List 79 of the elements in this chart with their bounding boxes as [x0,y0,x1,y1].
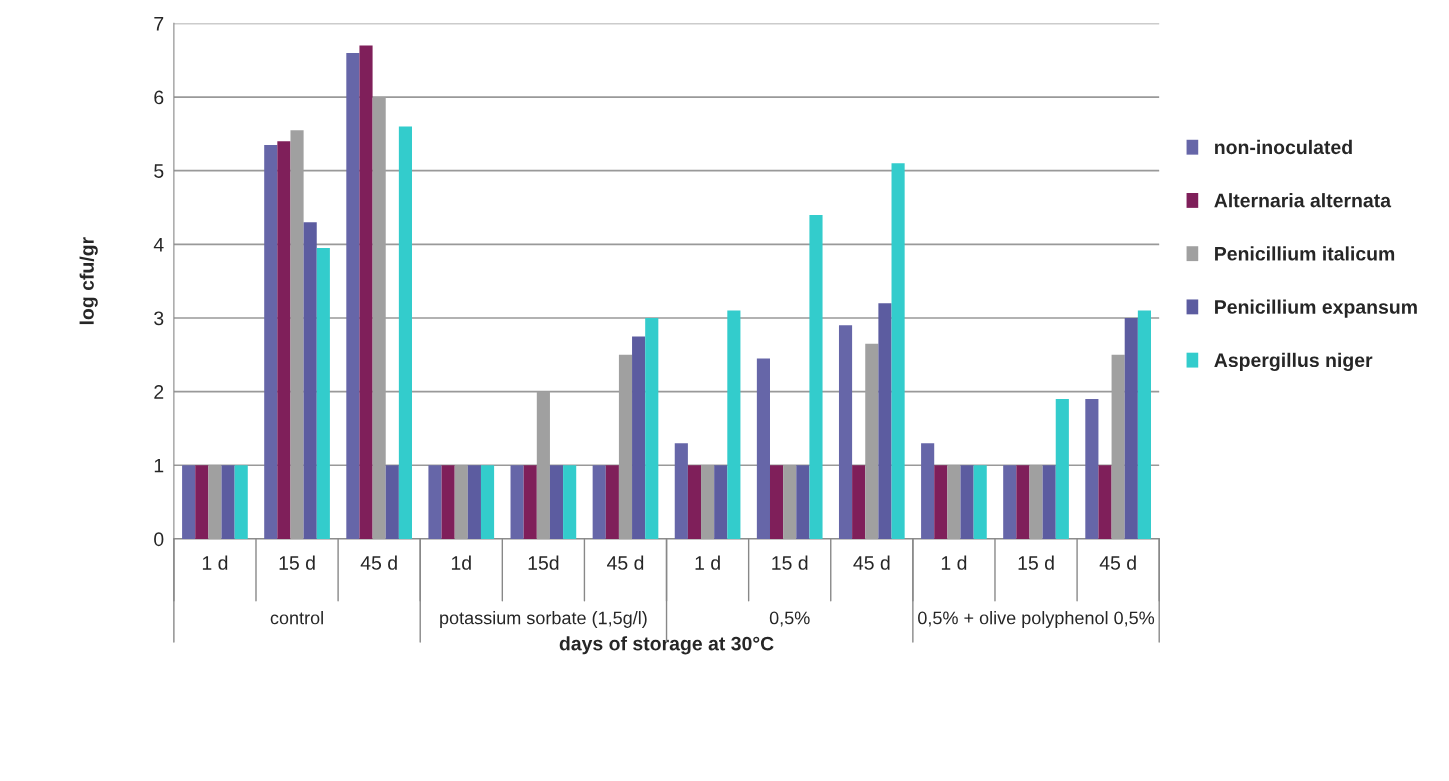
bar [687,465,702,539]
bar [221,465,235,539]
y-tick-label: 4 [153,238,164,252]
bar [796,465,810,539]
bar [973,465,987,539]
bar [234,465,248,539]
bar [960,465,974,539]
bar [549,465,564,539]
bar [878,303,892,539]
x-axis-title: days of storage at 30°C [559,636,774,655]
bar [1042,465,1056,539]
text: 0,5% + olive polyphenol 0,5% [918,611,1155,628]
x-tick-label: 1 d [695,555,720,570]
y-tick-label: 7 [154,17,164,31]
bar [195,465,209,539]
x-tick-label: 1 d [202,555,228,570]
bar [428,465,442,539]
bar [852,465,866,539]
bar [770,465,784,539]
x-tick-label: 15 d [279,555,315,570]
bar [1124,317,1138,539]
x-tick-label: 15 d [1018,555,1054,570]
bar [1085,398,1099,539]
x-tick-label: 1d [451,555,471,570]
legend-label: Alternaria alternata [1214,193,1392,208]
bar [480,465,495,539]
legend-label: non-inoculated [1215,139,1352,155]
x-tick-label: 45 d [607,555,644,570]
bar [1003,465,1017,539]
bar [605,465,619,539]
y-tick-label: 1 [154,458,164,473]
bar [303,222,317,539]
bar [891,163,905,539]
y-tick-label: 6 [154,90,164,105]
bar [727,310,741,539]
bar [1055,398,1069,539]
bar [1016,465,1030,539]
x-tick-label: 45 d [360,555,397,570]
x-tick-label: 15d [528,555,559,570]
x-tick-label: 15 d [772,555,808,570]
bar [645,317,659,539]
bar [316,248,330,539]
bar [632,336,646,539]
bar [563,465,577,539]
text: potassium sorbate (1,5g/l) [440,611,647,628]
bar [523,465,537,539]
bar [182,465,196,539]
bar [467,465,481,539]
y-tick-label: 2 [154,385,164,399]
legend-label: Aspergillus niger [1214,352,1373,371]
bar [934,465,948,539]
y-tick-label: 3 [154,311,164,326]
x-tick-label: 45 d [1099,555,1136,570]
bar [809,214,823,539]
bar [359,45,373,539]
x-tick-label: 1 d [941,555,967,570]
text: control [270,611,323,625]
bar [1098,465,1112,539]
y-tick-label: 5 [154,164,164,178]
bar [1137,310,1151,539]
bar [714,465,728,539]
bar [756,358,770,539]
bar [264,144,278,539]
bar [441,465,455,539]
x-tick-label: 45 d [853,555,890,570]
bar [510,465,524,539]
bar [838,325,853,539]
bar [592,465,606,539]
text: 0,5% [769,611,810,627]
bar [346,52,360,539]
legend-label: Penicillium italicum [1215,246,1395,261]
legend-label: Penicillium expansum [1215,299,1417,318]
bar [674,443,688,539]
y-axis-title: log cfu/gr [79,237,98,325]
y-tick-label: 0 [154,532,164,547]
bar [921,443,935,539]
bar [385,465,399,539]
bar [277,141,291,539]
bar [398,126,412,539]
